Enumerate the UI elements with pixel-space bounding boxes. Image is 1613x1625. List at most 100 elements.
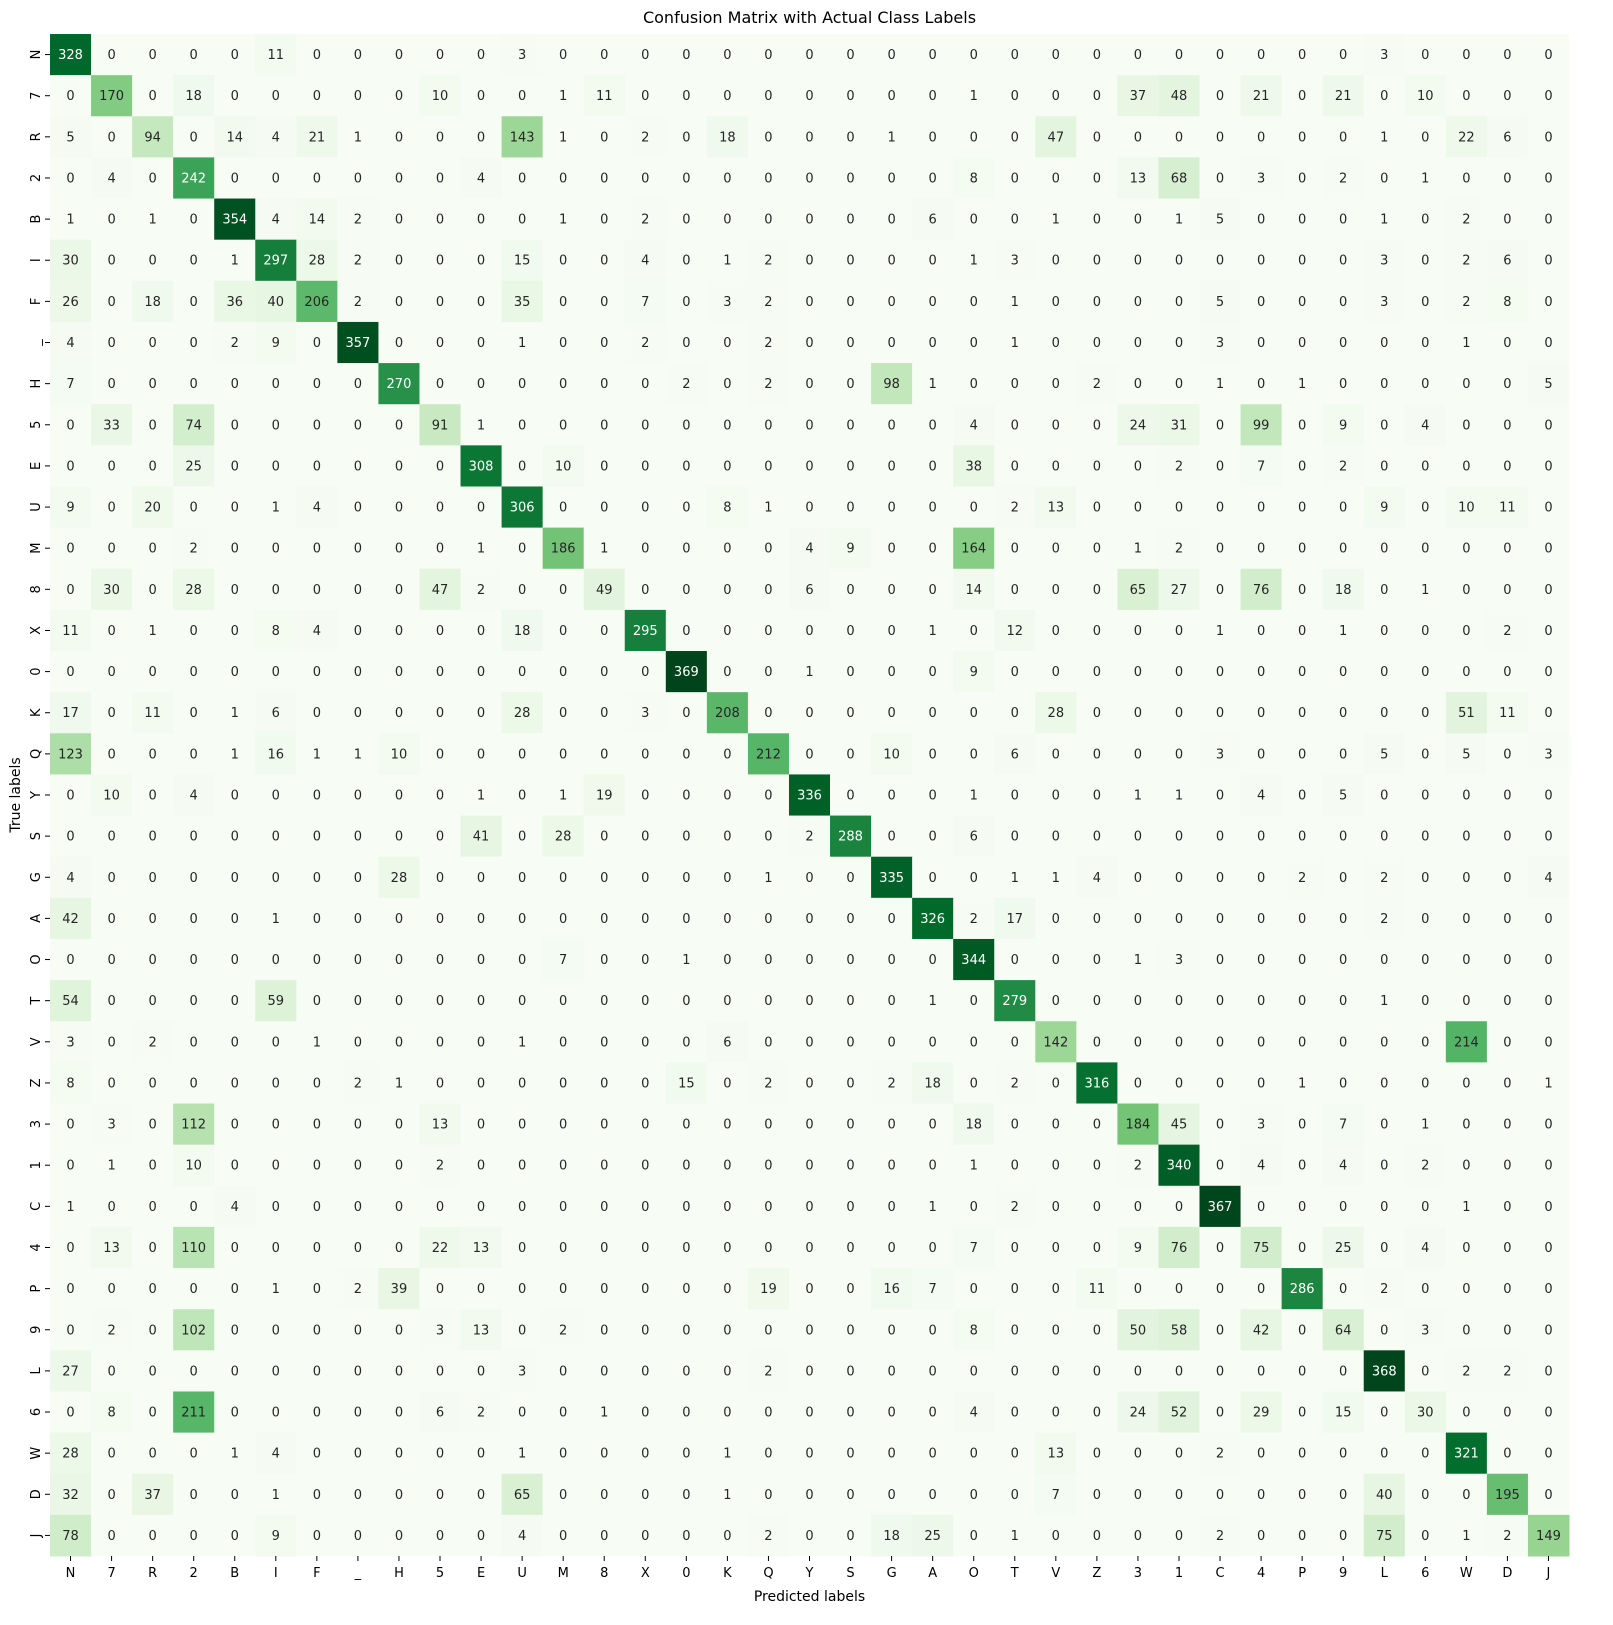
cell-value-label: 0 (1134, 1035, 1142, 1050)
cell-value-label: 0 (764, 706, 772, 721)
cell-value-label: 0 (805, 1241, 813, 1256)
cell-value-label: 0 (887, 1035, 895, 1050)
cell-value-label: 1 (148, 624, 156, 639)
cell-value-label: 102 (181, 1323, 206, 1338)
cell-value-label: 0 (190, 912, 198, 927)
cell-value-label: 1 (723, 254, 731, 269)
cell-value-label: 0 (846, 1118, 854, 1133)
cell-value-label: 0 (518, 871, 526, 886)
cell-value-label: 0 (272, 1159, 280, 1174)
cell-value-label: 3 (1380, 295, 1388, 310)
cell-value-label: 0 (1421, 994, 1429, 1009)
cell-value-label: 0 (846, 953, 854, 968)
cell-value-label: 94 (144, 130, 161, 145)
heatmap-cell (1158, 75, 1201, 117)
heatmap-cell (1035, 404, 1077, 446)
cell-value-label: 0 (970, 1488, 978, 1503)
heatmap-cell (1076, 157, 1118, 200)
heatmap-cell (296, 157, 338, 200)
cell-value-label: 279 (1002, 994, 1027, 1009)
heatmap-cell (830, 116, 872, 158)
cell-value-label: 0 (1544, 295, 1552, 310)
cell-value-label: 0 (1134, 336, 1142, 351)
cell-value-label: 0 (887, 953, 895, 968)
cell-value-label: 0 (600, 665, 608, 680)
cell-value-label: 316 (1084, 1076, 1109, 1091)
heatmap-cell (255, 34, 297, 76)
cell-value-label: 0 (1216, 871, 1224, 886)
cell-value-label: 0 (354, 1447, 362, 1462)
cell-value-label: 0 (1298, 789, 1306, 804)
cell-value-label: 0 (1052, 789, 1060, 804)
cell-value-label: 0 (887, 583, 895, 598)
cell-value-label: 0 (1052, 336, 1060, 351)
heatmap-cells: 328 0 0 0 0 11 0 0 0 0 0 3 0 0 0 0 0 0 0 0 0 0 0 0 0 0 0 0 0 0 0 0 3 0 0 0 0… (50, 34, 1570, 1557)
heatmap-cell (132, 404, 174, 446)
cell-value-label: 0 (887, 336, 895, 351)
heatmap-cell (1199, 321, 1242, 364)
cell-value-label: 0 (354, 830, 362, 845)
cell-value-label: 0 (682, 1159, 690, 1174)
cell-value-label: 0 (1339, 1447, 1347, 1462)
cell-value-label: 2 (764, 377, 772, 392)
cell-value-label: 0 (1421, 747, 1429, 762)
cell-value-label: 0 (1052, 254, 1060, 269)
cell-value-label: 0 (1011, 130, 1019, 145)
cell-value-label: 0 (1134, 706, 1142, 721)
cell-value-label: 0 (805, 1447, 813, 1462)
heatmap-cell (994, 280, 1036, 323)
cell-value-label: 0 (1339, 706, 1347, 721)
cell-value-label: 0 (518, 1323, 526, 1338)
cell-value-label: 0 (477, 1529, 485, 1544)
cell-value-label: 0 (1339, 912, 1347, 927)
heatmap-cell (994, 363, 1036, 405)
cell-value-label: 0 (1503, 665, 1511, 680)
cell-value-label: 0 (518, 830, 526, 845)
cell-value-label: 0 (1134, 830, 1142, 845)
cell-value-label: 15 (1335, 1406, 1352, 1421)
cell-value-label: 0 (1421, 501, 1429, 516)
cell-value-label: 0 (1011, 377, 1019, 392)
heatmap-cell (1076, 198, 1118, 241)
cell-value-label: 7 (1257, 459, 1265, 474)
cell-value-label: 0 (1462, 48, 1470, 63)
heatmap-cell (91, 34, 133, 76)
cell-value-label: 0 (846, 1035, 854, 1050)
cell-value-label: 0 (148, 1159, 156, 1174)
heatmap-cell (296, 527, 338, 570)
cell-value-label: 0 (231, 1035, 239, 1050)
heatmap-cell (1363, 239, 1406, 282)
cell-value-label: 0 (231, 1241, 239, 1256)
heatmap-cell (747, 157, 790, 200)
heatmap-cell (1527, 363, 1570, 405)
cell-value-label: 0 (313, 171, 321, 186)
cell-value-label: 0 (805, 418, 813, 433)
cell-value-label: 0 (272, 459, 280, 474)
cell-value-label: 0 (1380, 953, 1388, 968)
heatmap-cell (706, 198, 749, 241)
heatmap-cell (953, 486, 995, 529)
heatmap-cell (706, 157, 749, 200)
cell-value-label: 0 (682, 912, 690, 927)
heatmap-cell (871, 116, 913, 158)
cell-value-label: 6 (723, 1035, 731, 1050)
cell-value-label: 0 (272, 830, 280, 845)
heatmap-cell (173, 445, 215, 487)
y-tick-label: J (29, 1534, 44, 1539)
cell-value-label: 0 (148, 1282, 156, 1297)
cell-value-label: 0 (395, 459, 403, 474)
cell-value-label: 0 (1134, 254, 1142, 269)
cell-value-label: 0 (190, 1488, 198, 1503)
cell-value-label: 0 (1544, 418, 1552, 433)
cell-value-label: 0 (1298, 501, 1306, 516)
x-tick-label: W (1460, 1566, 1473, 1581)
heatmap-cell (173, 321, 215, 364)
cell-value-label: 1 (559, 89, 567, 104)
x-tick-label: T (1010, 1566, 1019, 1581)
cell-value-label: 0 (395, 1200, 403, 1215)
heatmap-cell (337, 239, 379, 282)
cell-value-label: 0 (929, 1241, 937, 1256)
x-tick-label: L (1381, 1566, 1389, 1581)
cell-value-label: 0 (1544, 583, 1552, 598)
cell-value-label: 7 (559, 953, 567, 968)
